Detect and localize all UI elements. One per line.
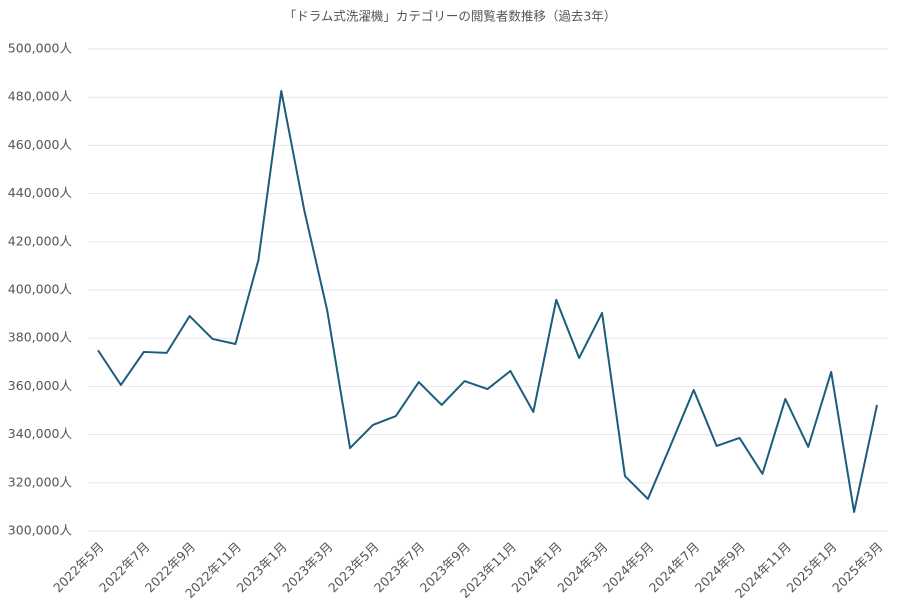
y-tick-label: 400,000人 [8,282,73,297]
y-tick-label: 360,000人 [8,378,73,393]
y-tick-label: 320,000人 [8,474,73,489]
y-tick-label: 440,000人 [8,185,73,200]
y-tick-label: 460,000人 [8,137,73,152]
y-tick-label: 480,000人 [8,89,73,104]
y-tick-label: 420,000人 [8,233,73,248]
y-tick-label: 380,000人 [8,330,73,345]
y-tick-label: 500,000人 [8,41,73,56]
y-tick-label: 340,000人 [8,426,73,441]
chart-title: 「ドラム式洗濯機」カテゴリーの閲覧者数推移（過去3年） [284,9,617,24]
series-line [97,89,878,513]
y-tick-label: 300,000人 [8,523,73,538]
x-tick-label: 2025年3月 [829,539,885,595]
